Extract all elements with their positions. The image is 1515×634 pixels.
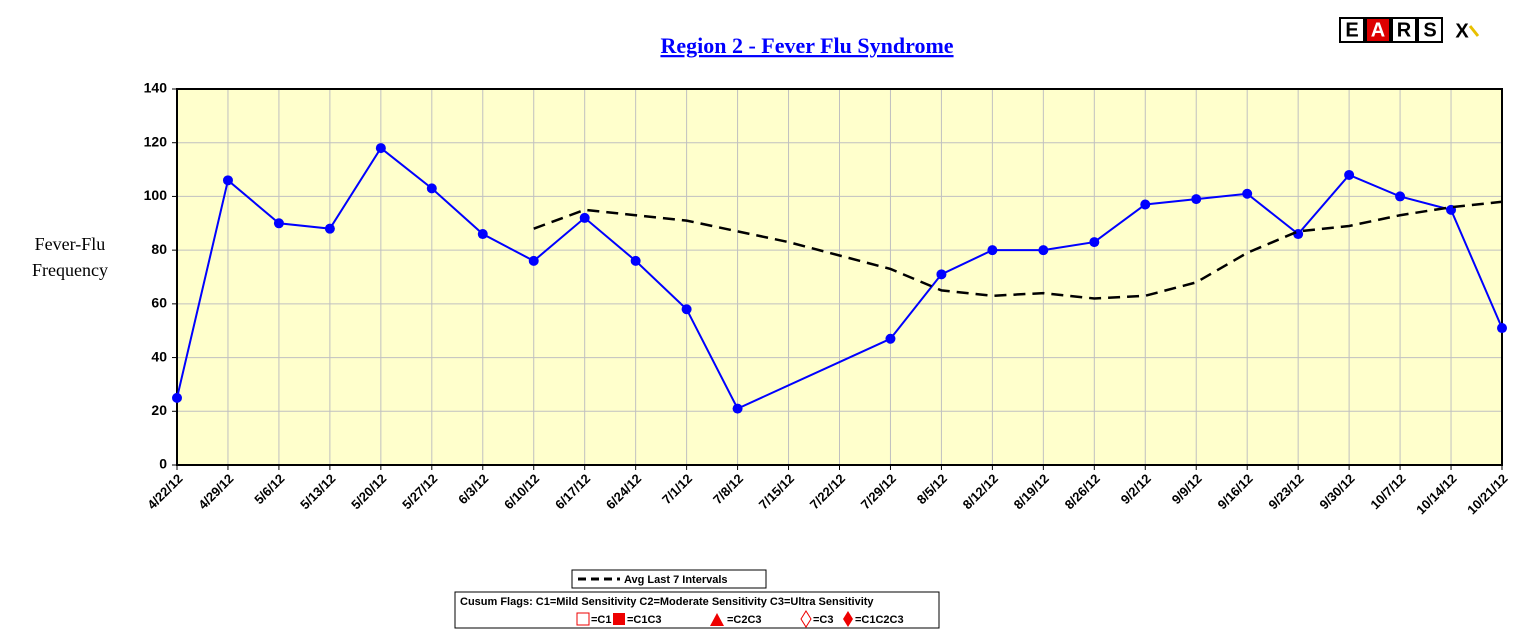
x-tick-label: 7/22/12 [807,471,848,512]
x-tick-label: 7/15/12 [756,471,797,512]
flag-label: =C1C3 [627,614,662,626]
x-tick-label: 6/24/12 [603,471,644,512]
data-point [1344,169,1355,180]
x-tick-label: 10/14/12 [1413,471,1459,517]
y-tick-label: 20 [151,402,167,418]
flag-label: =C3 [813,614,834,626]
y-tick-label: 120 [144,133,168,149]
legend: Avg Last 7 Intervals Cusum Flags: C1=Mil… [454,569,940,629]
data-point [1395,191,1406,202]
data-point [630,255,641,266]
y-tick-label: 0 [159,456,167,472]
series-line [533,200,1503,300]
data-point [324,223,335,234]
y-tick-label: 80 [151,241,167,257]
data-point [885,333,896,344]
x-tick-label: 10/7/12 [1367,471,1408,512]
x-tick-label: 8/12/12 [960,471,1001,512]
x-tick-label: 8/26/12 [1062,471,1103,512]
x-tick-label: 5/13/12 [297,471,338,512]
logo-letter: E [1345,19,1358,41]
x-tick-label: 10/21/12 [1464,471,1510,517]
data-point [1089,237,1100,248]
data-point [426,183,437,194]
logo-letter: R [1397,19,1412,41]
y-axis-label: Fever-Flu [35,234,106,254]
x-tick-label: 6/17/12 [552,471,593,512]
x-tick-label: 4/22/12 [144,471,185,512]
flag-label: =C1 [591,614,612,626]
flag-symbol [613,613,625,625]
data-point [681,304,692,315]
plot: 4/22/12 4/29/12 5/6/12 5/13/12 5/20/12 5/27/1… [144,80,1511,518]
x-tick-label: 9/9/12 [1169,471,1205,507]
logo: E A R S X [1339,17,1480,43]
data-point [987,245,998,256]
flag-label: =C1C2C3 [855,614,904,626]
data-point [528,255,539,266]
flag-symbol [710,613,724,626]
y-axis-label: Frequency [32,260,108,280]
x-tick-label: 8/19/12 [1011,471,1052,512]
x-tick-label: 7/8/12 [710,471,746,507]
x-tick-label: 9/30/12 [1316,471,1357,512]
x-tick-label: 9/16/12 [1214,471,1255,512]
flag-symbol [800,610,812,628]
y-tick-label: 100 [144,187,168,203]
data-point [172,392,182,403]
x-tick-label: 7/29/12 [858,471,899,512]
y-tick-label: 40 [151,348,167,364]
data-point [375,143,386,154]
plot-frame [176,88,1503,466]
x-tick-label: 9/23/12 [1265,471,1306,512]
x-tick-label: 8/5/12 [914,471,950,507]
x-tick-label: 9/2/12 [1118,471,1154,507]
logo-letter: S [1423,19,1436,41]
flags-title: Cusum Flags: C1=Mild Sensitivity C2=Mode… [460,596,874,608]
data-point [936,269,947,280]
flags-box [454,591,940,629]
y-tick-label: 140 [144,80,168,96]
x-tick-label: 4/29/12 [195,471,236,512]
x-tick-label: 5/27/12 [399,471,440,512]
flag-symbol [576,612,590,626]
x-tick-label: 5/6/12 [251,471,287,507]
data-point [477,229,488,240]
x-tick-label: 6/10/12 [501,471,542,512]
logo-box [1339,17,1365,43]
data-point [1497,323,1507,334]
x-tick-label: 6/3/12 [455,471,491,507]
data-point [579,212,590,223]
gap-connector [737,337,891,410]
logo-box [1391,17,1417,43]
data-point [1140,199,1151,210]
logo-letter: A [1371,19,1385,41]
logo-stroke [1468,25,1480,37]
data-point [732,403,743,414]
legend-label: Avg Last 7 Intervals [624,574,728,586]
data-point [273,218,284,229]
legend-box [571,569,767,589]
data-point [1242,188,1253,199]
x-tick-label: 7/1/12 [659,471,695,507]
data-point [222,175,233,186]
data-point [1191,194,1202,205]
y-tick-label: 60 [151,295,167,311]
x-tick-label: 5/20/12 [348,471,389,512]
flag-symbol [843,611,853,627]
data-point [1038,245,1049,256]
chart-title: Region 2 - Fever Flu Syndrome [660,33,953,58]
logo-box [1417,17,1443,43]
logo-box [1365,17,1391,43]
flag-label: =C2C3 [727,614,762,626]
logo-letter: X [1455,20,1469,42]
